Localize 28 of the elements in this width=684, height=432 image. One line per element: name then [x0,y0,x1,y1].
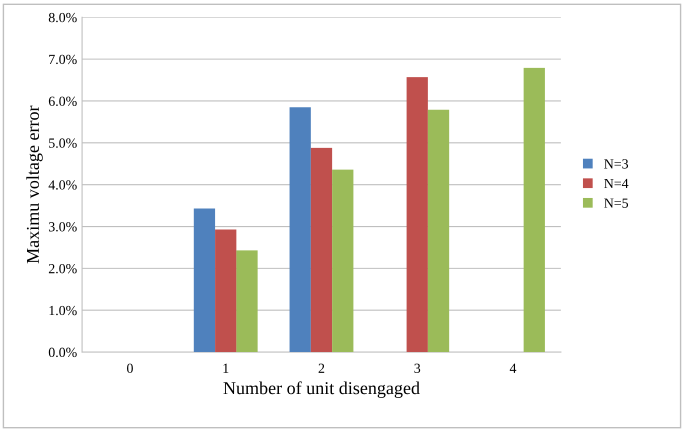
y-tick-label: 6.0% [48,96,77,106]
legend-label: N=4 [604,178,628,188]
bar [310,148,332,352]
y-tick-label: 1.0% [50,306,77,316]
y-tick-label: 4.0% [48,180,77,190]
bar [194,208,216,352]
y-tick-label: 7.0% [49,54,77,64]
bar [236,250,258,352]
x-tick-label: 0 [127,364,133,373]
legend-label: N=5 [604,198,628,208]
y-tick-label: 5.0% [49,138,77,148]
x-tick-label: 1 [223,364,228,373]
y-axis-title: Maximu voltage error [26,106,43,264]
bar [215,229,236,352]
y-tick-label: 3.0% [48,222,77,232]
x-tick-label: 3 [414,364,420,373]
bar [290,107,311,352]
y-tick-label: 0.0% [48,348,77,358]
legend-label: N=3 [604,159,628,169]
y-tick-label: 8.0% [48,12,77,22]
bar [406,77,428,352]
x-tick-label: 2 [318,364,324,373]
bar [332,170,354,352]
x-axis-title: Number of unit disengaged [223,381,420,398]
y-tick-label: 2.0% [48,264,77,274]
bar [524,68,545,352]
x-tick-label: 4 [510,364,516,373]
bar [428,110,450,352]
